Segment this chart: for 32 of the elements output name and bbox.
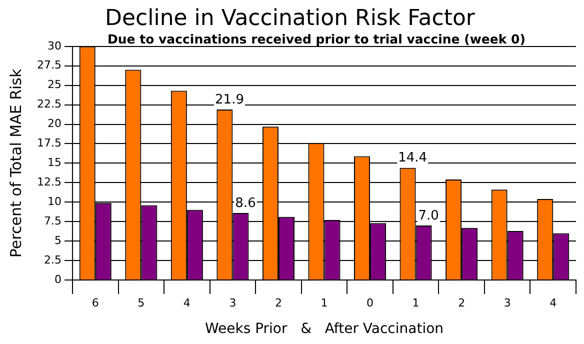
y-tick-label: 20 [47, 117, 62, 130]
x-tick-label: 6 [92, 296, 99, 310]
x-tick-label: 4 [550, 296, 557, 310]
x-tick-label: 1 [412, 296, 420, 310]
data-label: 14.4 [398, 150, 428, 166]
x-tick-label: 2 [274, 296, 282, 310]
y-tick-label: 17.5 [36, 136, 62, 150]
x-tick-label: 0 [366, 296, 374, 310]
y-axis-title: Percent of Total MAE Risk [6, 68, 25, 258]
chart-title: Decline in Vaccination Risk Factor [105, 6, 476, 31]
data-label: 21.9 [215, 92, 244, 108]
y-tick-label: 5 [54, 234, 62, 247]
x-tick-label: 2 [458, 296, 466, 310]
y-tick-label: 2.5 [44, 253, 62, 266]
y-tick-label: 10 [47, 194, 62, 208]
y-tick-label: 25 [47, 78, 62, 92]
data-label: 7.0 [418, 208, 439, 224]
x-tick-label: 5 [138, 296, 145, 310]
y-tick-label: 15 [47, 156, 62, 170]
x-tick-label: 1 [320, 296, 328, 310]
data-label: 8.6 [235, 196, 256, 211]
y-tick-label: 7.5 [44, 214, 62, 228]
x-axis-title: Weeks Prior & After Vaccination [204, 321, 444, 338]
x-tick-label: 3 [229, 296, 236, 310]
y-tick-label: 12.5 [36, 176, 62, 189]
x-tick-label: 4 [183, 296, 190, 310]
x-tick-label: 3 [504, 296, 511, 310]
y-tick-label: 22.5 [36, 98, 62, 111]
y-tick-label: 0 [54, 272, 62, 286]
y-tick-label: 30 [47, 39, 62, 52]
y-tick-label: 27.5 [36, 58, 62, 72]
chart-subtitle: Due to vaccinations received prior to trial vaccine (week 0) [107, 31, 526, 46]
